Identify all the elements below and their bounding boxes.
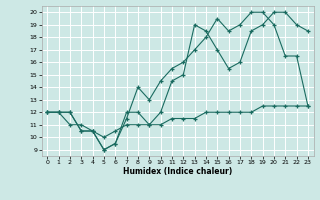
X-axis label: Humidex (Indice chaleur): Humidex (Indice chaleur) — [123, 167, 232, 176]
